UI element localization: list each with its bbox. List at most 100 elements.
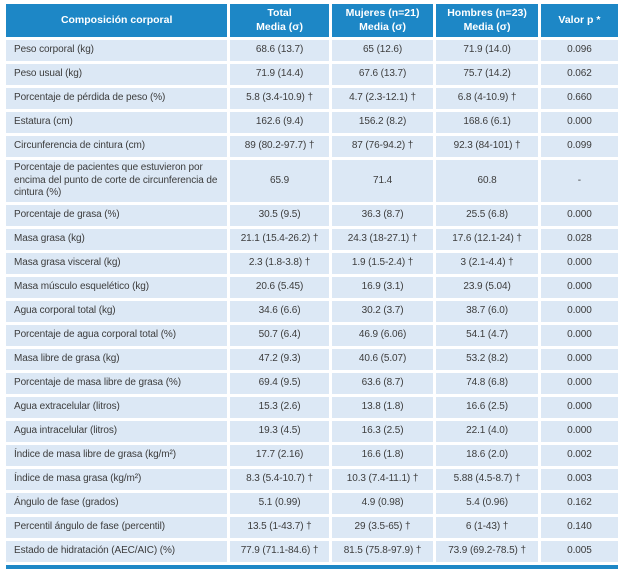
mujeres-value-cell: 10.3 (7.4-11.1) † [331, 468, 434, 490]
mujeres-value-cell: 24.3 (18-27.1) † [331, 228, 434, 250]
table-row: Porcentaje de pérdida de peso (%) 5.8 (3.… [6, 88, 618, 109]
valor-p-cell: 0.005 [540, 540, 618, 562]
column-header-mujeres: Mujeres (n=21) Media (σ) [331, 4, 434, 37]
total-value-cell: 69.4 (9.5) [230, 372, 329, 394]
valor-p-cell: 0.000 [540, 252, 618, 274]
hombres-value-cell: 5.88 (4.5-8.7) † [436, 468, 538, 490]
total-value-cell: 13.5 (1-43.7) † [230, 516, 329, 538]
row-label-cell: Agua corporal total (kg) [6, 300, 228, 322]
mujeres-value-cell: 1.9 (1.5-2.4) † [331, 252, 434, 274]
row-label-cell: Porcentaje de pacientes que estuvieron p… [6, 160, 228, 202]
total-value-cell: 8.3 (5.4-10.7) † [230, 468, 329, 490]
total-value-cell: 47.2 (9.3) [230, 348, 329, 370]
row-label-cell: Masa grasa (kg) [6, 228, 228, 250]
valor-p-cell: 0.000 [540, 300, 618, 322]
column-header-line: Media (σ) [359, 20, 406, 33]
mujeres-value-cell: 16.6 (1.8) [331, 444, 434, 466]
mujeres-value-cell: 67.6 (13.7) [331, 64, 434, 85]
hombres-value-cell: 168.6 (6.1) [436, 112, 538, 133]
hombres-value-cell: 23.9 (5.04) [436, 276, 538, 298]
column-header-hombres: Hombres (n=23) Media (σ) [436, 4, 538, 37]
hombres-value-cell: 25.5 (6.8) [436, 204, 538, 226]
total-value-cell: 34.6 (6.6) [230, 300, 329, 322]
row-label-cell: Masa libre de grasa (kg) [6, 348, 228, 370]
table-row: Índice de masa libre de grasa (kg/m²) 17.… [6, 444, 618, 466]
row-label-cell: Peso usual (kg) [6, 64, 228, 85]
row-label-cell: Estatura (cm) [6, 112, 228, 133]
table-row: Porcentaje de pacientes que estuvieron p… [6, 160, 618, 202]
mujeres-value-cell: 4.7 (2.3-12.1) † [331, 88, 434, 109]
hombres-value-cell: 18.6 (2.0) [436, 444, 538, 466]
hombres-value-cell: 16.6 (2.5) [436, 396, 538, 418]
hombres-value-cell: 75.7 (14.2) [436, 64, 538, 85]
table-row: Masa libre de grasa (kg) 47.2 (9.3) 40.6 (… [6, 348, 618, 370]
total-value-cell: 5.8 (3.4-10.9) † [230, 88, 329, 109]
hombres-value-cell: 38.7 (6.0) [436, 300, 538, 322]
column-header-composicion-corporal: Composición corporal [6, 4, 228, 37]
row-label-cell: Ángulo de fase (grados) [6, 492, 228, 514]
total-value-cell: 89 (80.2-97.7) † [230, 136, 329, 157]
hombres-value-cell: 6 (1-43) † [436, 516, 538, 538]
total-value-cell: 65.9 [230, 160, 329, 202]
table-row: Porcentaje de grasa (%) 30.5 (9.5) 36.3 (8… [6, 204, 618, 226]
valor-p-cell: 0.099 [540, 136, 618, 157]
table-row: Ángulo de fase (grados) 5.1 (0.99) 4.9 (0.… [6, 492, 618, 514]
mujeres-value-cell: 65 (12.6) [331, 40, 434, 61]
table-row: Porcentaje de agua corporal total (%) 50.… [6, 324, 618, 346]
table-row: Peso usual (kg) 71.9 (14.4) 67.6 (13.7) 75.… [6, 64, 618, 85]
table-row: Agua extracelular (litros) 15.3 (2.6) 13.8… [6, 396, 618, 418]
hombres-value-cell: 17.6 (12.1-24) † [436, 228, 538, 250]
mujeres-value-cell: 4.9 (0.98) [331, 492, 434, 514]
valor-p-cell: 0.000 [540, 204, 618, 226]
total-value-cell: 19.3 (4.5) [230, 420, 329, 442]
mujeres-value-cell: 81.5 (75.8-97.9) † [331, 540, 434, 562]
row-label-cell: Agua extracelular (litros) [6, 396, 228, 418]
mujeres-value-cell: 87 (76-94.2) † [331, 136, 434, 157]
hombres-value-cell: 54.1 (4.7) [436, 324, 538, 346]
hombres-value-cell: 5.4 (0.96) [436, 492, 538, 514]
table-row: Índice de masa grasa (kg/m²) 8.3 (5.4-10.… [6, 468, 618, 490]
column-header-total: Total Media (σ) [230, 4, 329, 37]
valor-p-cell: 0.000 [540, 112, 618, 133]
hombres-value-cell: 3 (2.1-4.4) † [436, 252, 538, 274]
valor-p-cell: 0.000 [540, 372, 618, 394]
row-label-cell: Agua intracelular (litros) [6, 420, 228, 442]
table-row: Masa músculo esquelético (kg) 20.6 (5.45)… [6, 276, 618, 298]
row-label-cell: Peso corporal (kg) [6, 40, 228, 61]
column-header-line: Media (σ) [463, 20, 511, 33]
mujeres-value-cell: 40.6 (5.07) [331, 348, 434, 370]
column-header-line: Mujeres (n=21) [345, 6, 420, 19]
row-label-cell: Porcentaje de grasa (%) [6, 204, 228, 226]
row-label-cell: Índice de masa libre de grasa (kg/m²) [6, 444, 228, 466]
valor-p-cell: 0.028 [540, 228, 618, 250]
valor-p-cell: 0.140 [540, 516, 618, 538]
valor-p-cell: - [540, 160, 618, 202]
hombres-value-cell: 92.3 (84-101) † [436, 136, 538, 157]
valor-p-cell: 0.062 [540, 64, 618, 85]
total-value-cell: 15.3 (2.6) [230, 396, 329, 418]
table-row: Estado de hidratación (AEC/AIC) (%) 77.9 … [6, 540, 618, 562]
valor-p-cell: 0.003 [540, 468, 618, 490]
row-label-cell: Porcentaje de masa libre de grasa (%) [6, 372, 228, 394]
table-row: Agua intracelular (litros) 19.3 (4.5) 16.3… [6, 420, 618, 442]
valor-p-cell: 0.000 [540, 276, 618, 298]
body-composition-table: Composición corporal Total Media (σ) Mujere… [3, 1, 621, 565]
column-header-line: Total [267, 6, 292, 19]
row-label-cell: Porcentaje de pérdida de peso (%) [6, 88, 228, 109]
mujeres-value-cell: 156.2 (8.2) [331, 112, 434, 133]
row-label-cell: Índice de masa grasa (kg/m²) [6, 468, 228, 490]
column-header-line: Composición corporal [60, 13, 173, 26]
mujeres-value-cell: 16.9 (3.1) [331, 276, 434, 298]
mujeres-value-cell: 29 (3.5-65) † [331, 516, 434, 538]
row-label-cell: Circunferencia de cintura (cm) [6, 136, 228, 157]
total-value-cell: 2.3 (1.8-3.8) † [230, 252, 329, 274]
total-value-cell: 162.6 (9.4) [230, 112, 329, 133]
table-row: Percentil ángulo de fase (percentil) 13.5… [6, 516, 618, 538]
total-value-cell: 17.7 (2.16) [230, 444, 329, 466]
header-row: Composición corporal Total Media (σ) Mujere… [6, 4, 618, 37]
column-header-line: Media (σ) [256, 20, 303, 33]
total-value-cell: 71.9 (14.4) [230, 64, 329, 85]
valor-p-cell: 0.096 [540, 40, 618, 61]
table-bottom-rule [6, 564, 618, 569]
valor-p-cell: 0.002 [540, 444, 618, 466]
